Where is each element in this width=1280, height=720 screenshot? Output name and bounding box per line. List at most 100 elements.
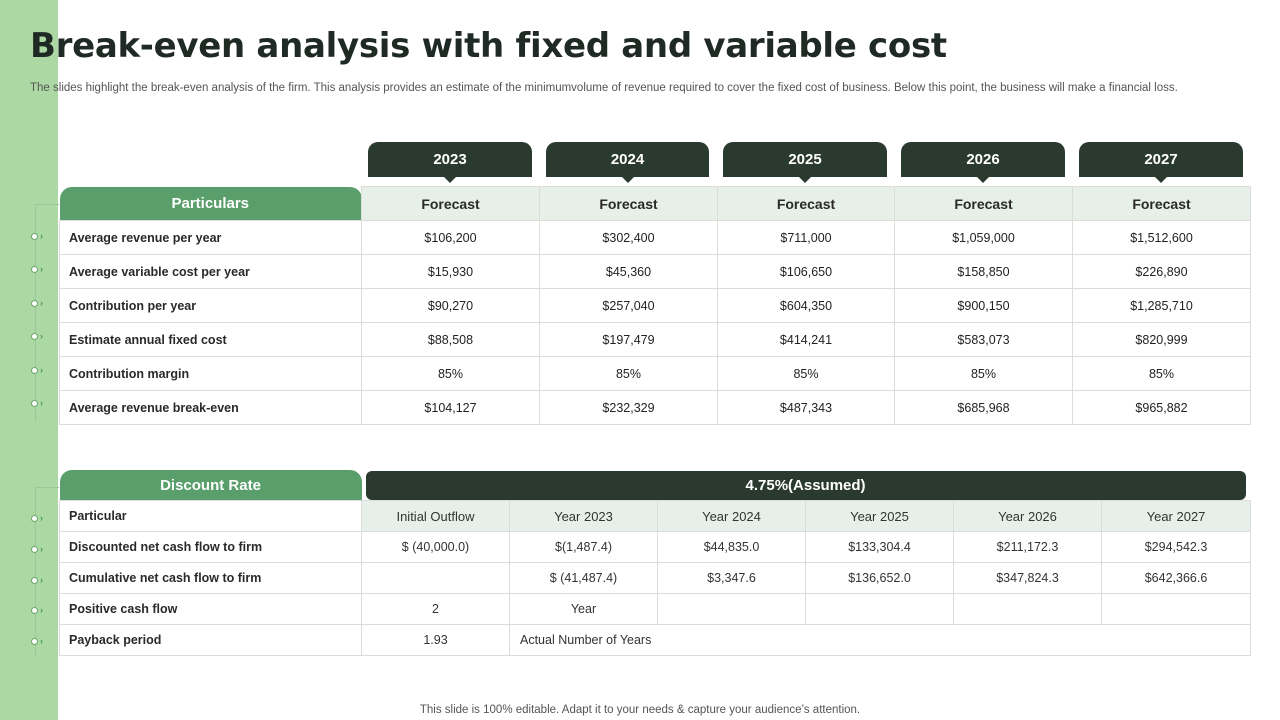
table-cell: 85%	[539, 356, 718, 391]
discount-rate-header: Discount Rate	[59, 470, 362, 501]
particulars-header: Particulars	[59, 186, 362, 221]
connector-line	[35, 204, 36, 421]
chevron-right-icon: ›	[40, 605, 43, 615]
column-header: Initial Outflow	[361, 500, 510, 532]
forecast-header: Forecast	[361, 186, 540, 221]
table-cell: $88,508	[361, 322, 540, 357]
row-label: Contribution margin	[59, 356, 362, 391]
row-label: Average revenue per year	[59, 220, 362, 255]
left-accent-band	[0, 0, 58, 720]
table-row: Average revenue break-even $104,127 $232…	[59, 390, 1251, 425]
table-row: Contribution per year $90,270 $257,040 $…	[59, 288, 1251, 323]
bullet-dot	[31, 266, 38, 273]
table-cell: $1,059,000	[894, 220, 1073, 255]
table-row: Average variable cost per year $15,930 $…	[59, 254, 1251, 289]
table-row: Cumulative net cash flow to firm $ (41,4…	[59, 562, 1252, 594]
table-cell	[953, 593, 1102, 625]
table-row: Estimate annual fixed cost $88,508 $197,…	[59, 322, 1251, 357]
chevron-right-icon: ›	[40, 298, 43, 308]
column-header: Year 2025	[805, 500, 954, 532]
row-label: Positive cash flow	[59, 593, 362, 625]
table-cell: $136,652.0	[805, 562, 954, 594]
bullet-dot	[31, 367, 38, 374]
page-title: Break-even analysis with fixed and varia…	[30, 26, 947, 66]
year-tab-2025: 2025	[723, 142, 887, 183]
break-even-table: Particulars Forecast Forecast Forecast F…	[59, 186, 1251, 425]
forecast-header: Forecast	[717, 186, 895, 221]
table-cell: 85%	[1072, 356, 1251, 391]
table-row: Positive cash flow 2 Year	[59, 593, 1252, 625]
table-cell: $ (41,487.4)	[509, 562, 658, 594]
table-cell: $106,200	[361, 220, 540, 255]
table-cell: $1,512,600	[1072, 220, 1251, 255]
bullet-dot	[31, 233, 38, 240]
payback-note: Actual Number of Years	[508, 624, 1252, 656]
particular-label: Particular	[59, 500, 362, 532]
forecast-header: Forecast	[539, 186, 718, 221]
bullet-dot	[31, 400, 38, 407]
year-tab-2027: 2027	[1079, 142, 1243, 183]
discount-header-row: Discount Rate 4.75%(Assumed)	[59, 470, 1251, 501]
table-cell	[657, 593, 806, 625]
table-cell: $45,360	[539, 254, 718, 289]
table-cell: $1,285,710	[1072, 288, 1251, 323]
table-cell: $257,040	[539, 288, 718, 323]
table-cell: 85%	[361, 356, 540, 391]
bullet-dot	[31, 333, 38, 340]
table-cell: $302,400	[539, 220, 718, 255]
table-cell: $133,304.4	[805, 531, 954, 563]
row-label: Contribution per year	[59, 288, 362, 323]
footer-note: This slide is 100% editable. Adapt it to…	[419, 704, 861, 716]
forecast-header: Forecast	[1072, 186, 1251, 221]
table-cell: 2	[361, 593, 510, 625]
table-cell: $900,150	[894, 288, 1073, 323]
row-label: Cumulative net cash flow to firm	[59, 562, 362, 594]
table-cell: $211,172.3	[953, 531, 1102, 563]
table-cell: $685,968	[894, 390, 1073, 425]
chevron-right-icon: ›	[40, 575, 43, 585]
table-cell: $226,890	[1072, 254, 1251, 289]
table-cell: $820,999	[1072, 322, 1251, 357]
chevron-right-icon: ›	[40, 398, 43, 408]
chevron-right-icon: ›	[40, 513, 43, 523]
table-cell: $711,000	[717, 220, 895, 255]
table-cell: $294,542.3	[1100, 531, 1252, 563]
table-cell: $3,347.6	[657, 562, 806, 594]
table-header-row: Particulars Forecast Forecast Forecast F…	[59, 186, 1251, 221]
table-cell: $642,366.6	[1100, 562, 1252, 594]
chevron-right-icon: ›	[40, 331, 43, 341]
table-cell: $90,270	[361, 288, 540, 323]
table-cell: $158,850	[894, 254, 1073, 289]
page-subtitle: The slides highlight the break-even anal…	[30, 82, 1178, 94]
table-cell	[361, 562, 510, 594]
row-label: Average revenue break-even	[59, 390, 362, 425]
table-row: Payback period 1.93 Actual Number of Yea…	[59, 624, 1252, 656]
table-cell: $197,479	[539, 322, 718, 357]
column-header: Year 2024	[657, 500, 806, 532]
bullet-dot	[31, 607, 38, 614]
bullet-dot	[31, 638, 38, 645]
table-cell: $583,073	[894, 322, 1073, 357]
row-label: Discounted net cash flow to firm	[59, 531, 362, 563]
chevron-right-icon: ›	[40, 231, 43, 241]
table-cell: Year	[509, 593, 658, 625]
connector-stub	[35, 487, 59, 488]
table-cell: $(1,487.4)	[509, 531, 658, 563]
table-row: Contribution margin 85% 85% 85% 85% 85%	[59, 356, 1251, 391]
bullet-dot	[31, 300, 38, 307]
table-cell: $104,127	[361, 390, 540, 425]
chevron-right-icon: ›	[40, 264, 43, 274]
table-cell: $604,350	[717, 288, 895, 323]
table-row: Discounted net cash flow to firm $ (40,0…	[59, 531, 1252, 563]
bullet-dot	[31, 577, 38, 584]
table-cell: $232,329	[539, 390, 718, 425]
row-label: Estimate annual fixed cost	[59, 322, 362, 357]
discount-rate-table: Discount Rate 4.75%(Assumed) Particular …	[59, 470, 1252, 656]
table-cell: $106,650	[717, 254, 895, 289]
connector-stub	[35, 204, 59, 205]
column-header: Year 2027	[1100, 500, 1252, 532]
discount-rate-value: 4.75%(Assumed)	[365, 470, 1246, 500]
column-header: Year 2023	[509, 500, 658, 532]
table-cell	[805, 593, 954, 625]
discount-subheader-row: Particular Initial Outflow Year 2023 Yea…	[59, 500, 1252, 532]
